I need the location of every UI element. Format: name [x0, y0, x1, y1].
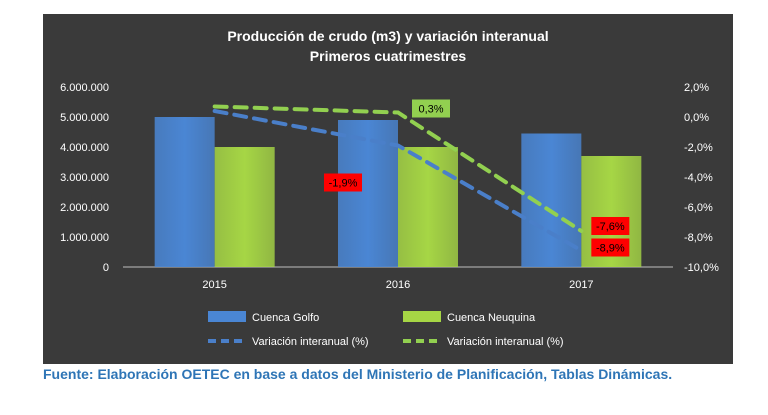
y-tick-label: 4.000.000: [60, 142, 109, 154]
data-label: 0,3%: [418, 104, 443, 116]
x-tick-label: 2017: [569, 279, 593, 291]
data-label: -7,6%: [596, 221, 625, 233]
legend-label: Variación interanual (%): [447, 336, 564, 348]
bar: [398, 147, 458, 267]
bar: [338, 120, 398, 267]
bar: [154, 117, 215, 267]
data-label-box: [412, 99, 450, 118]
data-label: -8,9%: [596, 243, 625, 255]
data-label-box: [591, 217, 630, 235]
chart-title: Producción de crudo (m3) y variación int…: [227, 28, 548, 44]
x-tick-label: 2015: [202, 279, 226, 291]
legend-swatch: [208, 311, 246, 322]
x-tick-label: 2016: [386, 279, 410, 291]
series-line: [212, 104, 584, 233]
y2-tick-label: -10,0%: [684, 262, 719, 274]
y-tick-label: 3.000.000: [60, 172, 109, 184]
data-label-box: [324, 173, 362, 192]
data-label-box: [591, 238, 630, 257]
legend-swatch: [403, 311, 441, 322]
chart-subtitle: Primeros cuatrimestres: [310, 48, 467, 64]
bar: [214, 147, 275, 267]
y2-tick-label: 0,0%: [684, 112, 709, 124]
series-line: [212, 109, 584, 253]
legend-label: Variación interanual (%): [252, 336, 369, 348]
legend-label: Cuenca Neuquina: [447, 312, 536, 324]
chart: Producción de crudo (m3) y variación int…: [60, 28, 719, 348]
y2-tick-label: -4,0%: [684, 172, 713, 184]
data-label: -1,9%: [329, 178, 358, 190]
y-tick-label: 2.000.000: [60, 202, 109, 214]
source-note: Fuente: Elaboración OETEC en base a dato…: [43, 366, 673, 382]
y-tick-label: 0: [103, 262, 109, 274]
y2-tick-label: -2,0%: [684, 142, 713, 154]
y-tick-label: 1.000.000: [60, 232, 109, 244]
y2-tick-label: -6,0%: [684, 202, 713, 214]
legend-label: Cuenca Golfo: [252, 312, 319, 324]
y2-tick-label: 2,0%: [684, 82, 709, 94]
y-tick-label: 6.000.000: [60, 82, 109, 94]
y-tick-label: 5.000.000: [60, 112, 109, 124]
y2-tick-label: -8,0%: [684, 232, 713, 244]
chart-panel: Producción de crudo (m3) y variación int…: [43, 14, 733, 364]
